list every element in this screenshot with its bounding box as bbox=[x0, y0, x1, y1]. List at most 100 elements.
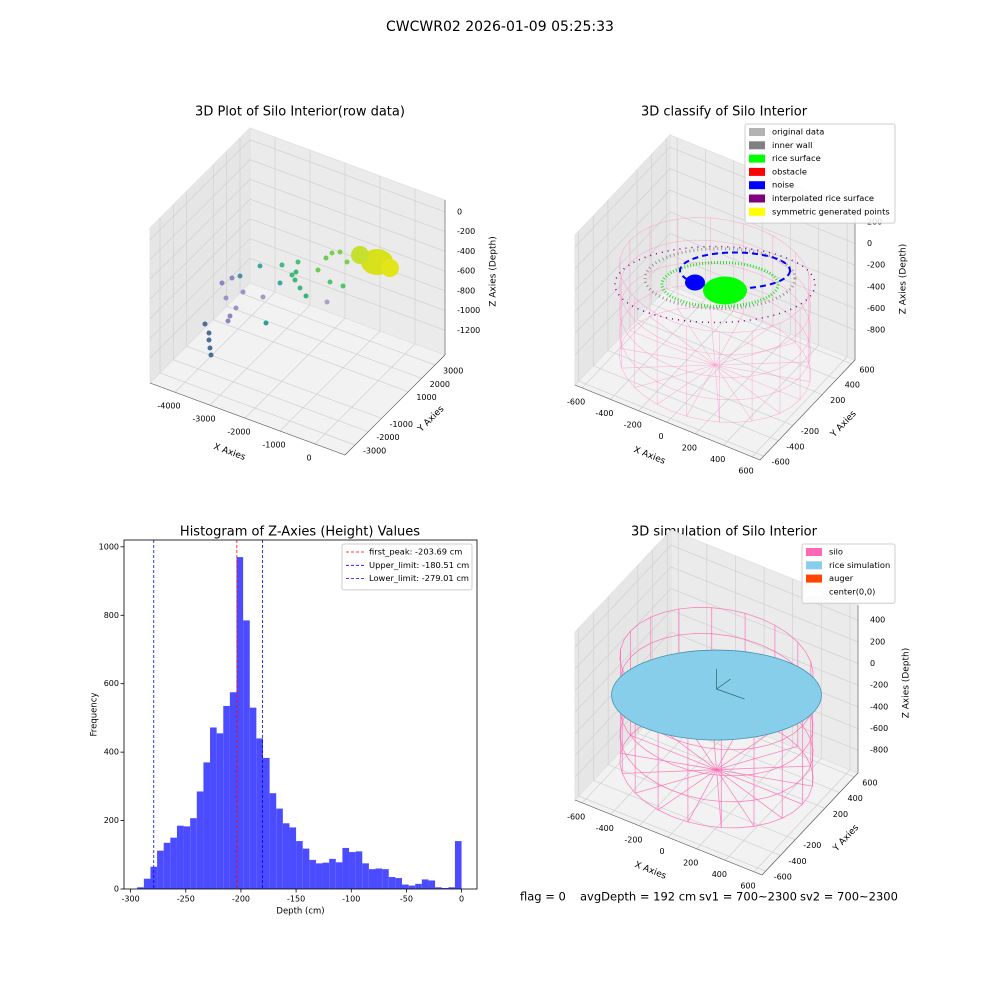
silo-spoke bbox=[657, 364, 716, 405]
y-tick-label: 400 bbox=[845, 381, 860, 390]
z-tick-label: -200 bbox=[867, 261, 885, 270]
grid-line bbox=[574, 232, 856, 334]
silo-spoke bbox=[686, 364, 716, 417]
bar bbox=[441, 887, 449, 889]
axes-3d: 3D classify of Silo Interior -600 -400 -200… bbox=[567, 105, 908, 476]
bar bbox=[296, 841, 303, 889]
silo-spoke bbox=[716, 729, 776, 771]
point-cloud bbox=[219, 280, 225, 286]
y-tick-label: -400 bbox=[788, 857, 806, 866]
z-tick-label: -600 bbox=[457, 267, 475, 276]
y-axis bbox=[344, 354, 446, 456]
histogram: Histogram of Z-Axies (Height) Values -300… bbox=[90, 525, 478, 917]
x-tick-label: -200 bbox=[624, 420, 642, 429]
silo-spoke bbox=[687, 769, 717, 823]
grid-line bbox=[209, 150, 311, 406]
bar bbox=[309, 859, 316, 889]
x-tick-label: 0 bbox=[459, 895, 464, 904]
point-cloud bbox=[315, 267, 321, 273]
point-cloud bbox=[351, 246, 369, 264]
point-cloud bbox=[223, 295, 229, 301]
silo-spoke bbox=[716, 769, 755, 827]
point-cloud bbox=[237, 273, 243, 279]
chart-title: 3D classify of Silo Interior bbox=[641, 105, 808, 120]
x-tick-label: 0 bbox=[306, 453, 311, 462]
bar bbox=[415, 883, 422, 889]
grid-line bbox=[636, 169, 823, 395]
axes-3d: 3D simulation of Silo Interior -600 -400 -2… bbox=[567, 525, 911, 891]
grid-line bbox=[574, 566, 859, 670]
x-tick-label: -3000 bbox=[192, 415, 215, 424]
y-tick-label: -2000 bbox=[376, 433, 399, 442]
silo-spoke bbox=[629, 330, 716, 366]
bar bbox=[282, 823, 290, 889]
point-cloud bbox=[295, 259, 301, 265]
point-cloud bbox=[263, 320, 269, 326]
legend-swatch bbox=[749, 181, 765, 190]
z-tick-label: 0 bbox=[457, 207, 462, 216]
point-cloud bbox=[277, 280, 283, 286]
point-cloud bbox=[660, 261, 780, 308]
y-axis bbox=[761, 772, 859, 876]
y-tick-label: 400 bbox=[848, 794, 863, 803]
silo-spoke bbox=[714, 325, 773, 366]
y-tick-label: 0 bbox=[114, 885, 119, 894]
x-tick-label: 400 bbox=[712, 870, 727, 879]
z-tick-label: -800 bbox=[870, 746, 888, 755]
point-cloud bbox=[297, 285, 303, 291]
y-tick-label: 200 bbox=[833, 810, 848, 819]
legend-label: silo bbox=[829, 547, 843, 557]
grid-line bbox=[696, 578, 794, 850]
grid-line bbox=[592, 215, 779, 442]
y-tick-label: -200 bbox=[803, 841, 821, 850]
point-cloud bbox=[614, 245, 816, 324]
legend: original data inner wall rice surface obsta… bbox=[744, 123, 896, 224]
y-tick-label: 400 bbox=[104, 748, 119, 757]
z-tick-label: -1000 bbox=[457, 306, 480, 315]
y-tick-label: -600 bbox=[772, 458, 790, 467]
x-tick-label: 600 bbox=[738, 466, 753, 475]
x-tick-label: -150 bbox=[287, 895, 305, 904]
grid-line bbox=[574, 609, 859, 713]
grid-line bbox=[607, 596, 796, 841]
bar bbox=[315, 863, 323, 889]
grid-line bbox=[725, 590, 822, 861]
legend-label: obstacle bbox=[772, 166, 807, 176]
bar bbox=[349, 852, 356, 889]
bar bbox=[143, 878, 151, 889]
z-tick-label: -400 bbox=[870, 702, 888, 711]
legend-label: Upper_limit: -180.51 cm bbox=[369, 560, 469, 570]
grid-line bbox=[578, 231, 764, 457]
grid-line bbox=[149, 159, 446, 260]
z-tick-label: -600 bbox=[870, 724, 888, 733]
point-cloud bbox=[293, 269, 299, 275]
silo-spoke bbox=[714, 361, 809, 366]
point-cloud bbox=[327, 279, 333, 285]
grid-line bbox=[695, 183, 791, 435]
silo-spoke bbox=[716, 769, 813, 787]
silo-spoke bbox=[620, 752, 717, 771]
grid-line bbox=[574, 189, 856, 291]
point-cloud bbox=[323, 255, 329, 261]
z-tick-label: -400 bbox=[867, 282, 885, 291]
silo-spoke bbox=[716, 769, 722, 828]
bar bbox=[335, 862, 343, 889]
bar bbox=[137, 887, 144, 889]
bar bbox=[216, 733, 224, 889]
bar bbox=[243, 620, 250, 889]
bar bbox=[236, 557, 244, 889]
side-pane bbox=[574, 133, 671, 387]
point-cloud bbox=[207, 345, 213, 351]
silo-spoke bbox=[620, 348, 716, 366]
z-axis-label: Z Axies (Depth) bbox=[902, 648, 912, 719]
legend-swatch bbox=[806, 574, 822, 583]
x-tick-label: -100 bbox=[342, 895, 360, 904]
legend-swatch bbox=[806, 548, 822, 556]
z-tick-label: -1200 bbox=[457, 326, 480, 335]
point-cloud bbox=[257, 263, 263, 269]
bar bbox=[375, 868, 383, 889]
legend-label: original data bbox=[772, 127, 824, 137]
bar bbox=[408, 885, 416, 889]
y-tick-label: -400 bbox=[786, 442, 804, 451]
bar bbox=[395, 878, 402, 889]
